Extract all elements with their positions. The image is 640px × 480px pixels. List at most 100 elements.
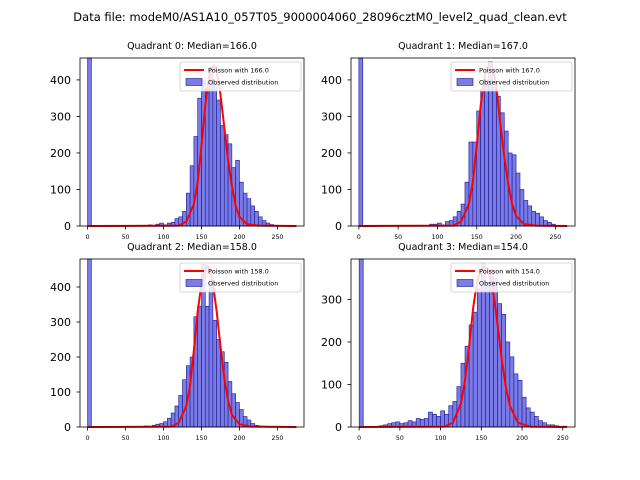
- legend-label-observed: Observed distribution: [208, 79, 278, 87]
- histogram-bar: [201, 79, 206, 227]
- x-tick-label: 250: [272, 234, 284, 241]
- y-tick-label: 0: [64, 220, 71, 233]
- histogram-bar: [358, 57, 364, 227]
- legend-label-observed: Observed distribution: [208, 280, 278, 288]
- histogram-bar: [523, 200, 529, 227]
- histogram-bar: [258, 216, 263, 227]
- subplot-grid: Quadrant 0: Median=166.00 50 100 150 200 2500…: [50, 41, 576, 442]
- y-axis-ticks: 0 100 200 300 400: [50, 281, 80, 434]
- subplot-title: Quadrant 0: Median=166.0: [127, 41, 257, 52]
- y-tick-label: 100: [50, 386, 71, 399]
- histogram-bar: [525, 407, 531, 428]
- histogram-bar: [533, 416, 539, 428]
- legend: Poisson with 167.0 Observed distribution: [450, 61, 573, 92]
- histogram-bar: [216, 99, 221, 227]
- y-tick-label: 200: [321, 336, 342, 349]
- x-tick-label: 250: [272, 435, 284, 442]
- y-tick-label: 100: [50, 183, 71, 196]
- x-tick-label: 50: [394, 234, 402, 241]
- legend-label-observed: Observed distribution: [479, 79, 549, 87]
- y-tick-label: 300: [50, 110, 71, 123]
- histogram-bar: [212, 83, 217, 227]
- axes-frame: [79, 57, 305, 227]
- x-tick-label: 200: [516, 435, 528, 442]
- x-tick-label: 150: [196, 435, 208, 442]
- histogram-bar: [531, 211, 537, 227]
- legend-box: [450, 262, 573, 293]
- legend-box: [450, 61, 573, 92]
- x-tick-label: 200: [510, 234, 522, 241]
- histogram-bar: [440, 410, 445, 428]
- histogram-bar: [472, 311, 478, 428]
- x-tick-label: 100: [158, 234, 170, 241]
- histogram-bar: [250, 205, 255, 227]
- x-tick-label: 0: [357, 435, 361, 442]
- histogram-bar: [428, 411, 433, 428]
- subplot-title: Quadrant 3: Median=154.0: [398, 242, 528, 253]
- x-axis-ticks: 0 50 100 150 200 250: [86, 226, 284, 241]
- histogram-bar: [204, 305, 210, 428]
- y-tick-label: 100: [321, 183, 342, 196]
- axes-frame: [350, 258, 576, 428]
- legend-label-poisson: Poisson with 154.0: [479, 268, 540, 276]
- y-tick-label: 300: [321, 293, 342, 306]
- x-tick-label: 200: [234, 234, 246, 241]
- histogram-bar: [189, 165, 195, 227]
- y-tick-label: 300: [321, 110, 342, 123]
- figure-suptitle: Data file: modeM0/AS1A10_057T05_90000040…: [73, 10, 567, 24]
- histogram-bar: [529, 411, 535, 428]
- histogram-bar: [521, 396, 527, 428]
- histogram-bar: [484, 79, 489, 227]
- legend-box: [179, 262, 302, 293]
- x-tick-label: 250: [549, 234, 561, 241]
- y-axis-ticks: 0 100 200 300 400: [50, 74, 80, 233]
- y-tick-label: 100: [321, 378, 342, 391]
- y-tick-label: 400: [321, 74, 342, 87]
- x-axis-ticks: 0 50 100 150 200 250: [86, 427, 284, 442]
- histogram-bar: [476, 288, 482, 428]
- y-tick-label: 0: [335, 421, 342, 434]
- subplot-quadrant-3: Quadrant 3: Median=154.00 50 100 150 200 2500…: [321, 242, 576, 442]
- histogram-bar: [216, 339, 221, 428]
- subplot-quadrant-1: Quadrant 1: Median=167.00 50 100 150 200 2500…: [321, 41, 576, 241]
- x-tick-label: 250: [557, 435, 569, 442]
- histogram-bar: [87, 57, 92, 227]
- x-tick-label: 100: [435, 435, 447, 442]
- histogram-bar: [208, 279, 214, 428]
- axes-frame: [79, 258, 305, 428]
- y-tick-label: 0: [64, 421, 71, 434]
- legend-label-poisson: Poisson with 158.0: [208, 268, 269, 276]
- subplot-quadrant-0: Quadrant 0: Median=166.00 50 100 150 200 2500…: [50, 41, 305, 241]
- histogram-bar: [231, 393, 236, 428]
- y-tick-label: 300: [50, 316, 71, 329]
- legend-bar-swatch: [456, 78, 474, 86]
- x-tick-label: 100: [432, 234, 444, 241]
- x-tick-label: 150: [196, 234, 208, 241]
- histogram-bar: [485, 282, 490, 428]
- histogram-bar: [87, 258, 92, 428]
- y-tick-label: 0: [335, 220, 342, 233]
- x-tick-label: 50: [396, 435, 404, 442]
- legend-box: [179, 61, 302, 92]
- x-tick-label: 0: [86, 435, 90, 442]
- x-tick-label: 50: [122, 234, 130, 241]
- y-axis-ticks: 0 100 200 300 400: [321, 74, 351, 233]
- legend-label-observed: Observed distribution: [479, 280, 549, 288]
- histogram-bar: [492, 86, 497, 227]
- histogram-bar: [220, 125, 225, 227]
- legend-bar-swatch: [456, 279, 474, 287]
- legend: Poisson with 158.0 Observed distribution: [179, 262, 302, 293]
- x-tick-label: 100: [158, 435, 170, 442]
- y-tick-label: 400: [50, 74, 71, 87]
- histogram-bar: [358, 258, 364, 428]
- histogram-bar: [539, 216, 544, 227]
- histogram-bar: [436, 416, 441, 428]
- y-axis-ticks: 0 100 200 300: [321, 293, 351, 434]
- legend: Poisson with 166.0 Observed distribution: [179, 61, 302, 92]
- x-tick-label: 50: [122, 435, 130, 442]
- subplot-title: Quadrant 1: Median=167.0: [398, 41, 528, 52]
- histogram-bar: [197, 305, 202, 428]
- x-tick-label: 200: [234, 435, 246, 442]
- legend-bar-swatch: [185, 279, 203, 287]
- axes-frame: [350, 57, 576, 227]
